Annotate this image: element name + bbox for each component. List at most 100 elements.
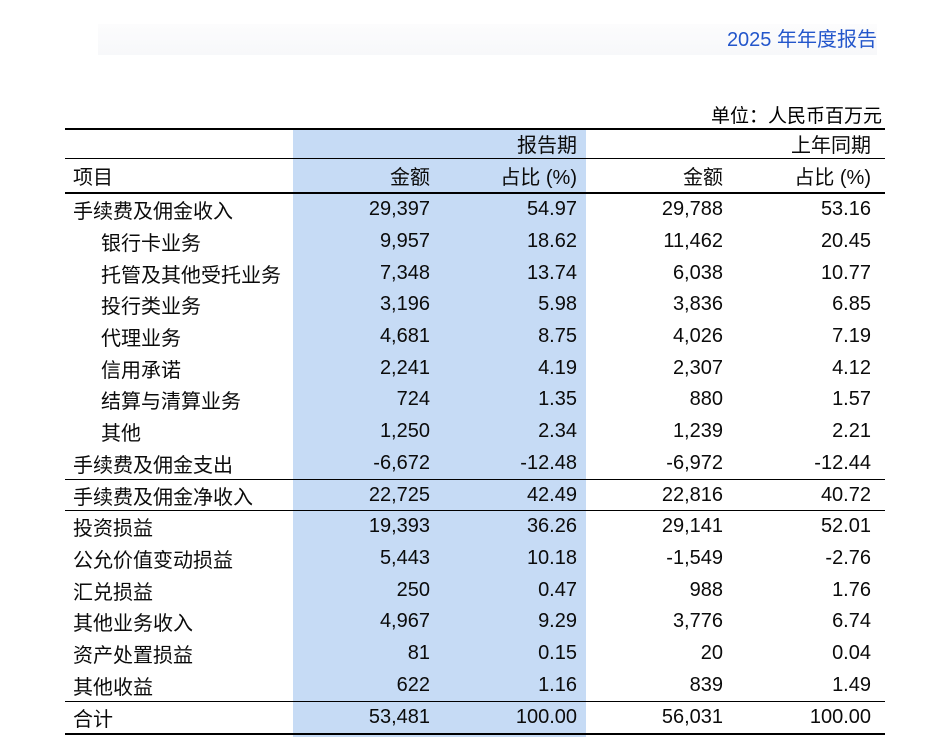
table-row: 结算与清算业务 724 1.35 880 1.57 bbox=[65, 384, 885, 416]
row-label: 其他业务收入 bbox=[73, 613, 193, 636]
current-pct-cell: 5.98 bbox=[538, 293, 577, 316]
col-header-item: 项目 bbox=[73, 166, 113, 189]
prior-pct-cell: 2.21 bbox=[832, 420, 871, 443]
current-amount-cell: 9,957 bbox=[379, 230, 430, 253]
current-pct-cell: 54.97 bbox=[526, 198, 577, 221]
row-label: 其他收益 bbox=[73, 676, 153, 699]
table-row: 投行类业务 3,196 5.98 3,836 6.85 bbox=[65, 289, 885, 321]
prior-pct-cell: 0.04 bbox=[832, 641, 871, 664]
table-row: 合计 53,481 100.00 56,031 100.00 bbox=[65, 701, 885, 733]
current-amount-cell: 19,393 bbox=[368, 515, 430, 538]
prior-pct-cell: 1.49 bbox=[832, 673, 871, 696]
table-row: 汇兑损益 250 0.47 988 1.76 bbox=[65, 574, 885, 606]
row-label: 投行类业务 bbox=[101, 296, 201, 319]
row-label: 手续费及佣金收入 bbox=[73, 201, 233, 224]
prior-pct-cell: 100.00 bbox=[809, 705, 871, 728]
current-amount-cell: 3,196 bbox=[379, 293, 430, 316]
current-amount-cell: 622 bbox=[396, 673, 430, 696]
current-amount-cell: 7,348 bbox=[379, 261, 430, 284]
prior-pct-cell: 6.85 bbox=[832, 293, 871, 316]
table-row: 其他收益 622 1.16 839 1.49 bbox=[65, 669, 885, 701]
current-pct-cell: 1.16 bbox=[538, 673, 577, 696]
row-label: 托管及其他受托业务 bbox=[101, 264, 281, 287]
col-header-amount-current: 金额 bbox=[390, 166, 430, 189]
prior-amount-cell: 6,038 bbox=[672, 261, 723, 284]
current-amount-cell: 2,241 bbox=[379, 356, 430, 379]
current-amount-cell: 250 bbox=[396, 578, 430, 601]
income-breakdown-table: 报告期 上年同期 项目 金额 占比 (%) 金额 占比 (%) 手续费及佣金收入… bbox=[65, 128, 885, 735]
row-label: 结算与清算业务 bbox=[101, 391, 241, 414]
current-pct-cell: 0.47 bbox=[538, 578, 577, 601]
prior-pct-cell: -2.76 bbox=[825, 546, 871, 569]
row-label: 投资损益 bbox=[73, 518, 153, 541]
prior-pct-cell: 52.01 bbox=[820, 515, 871, 538]
prior-amount-cell: -1,549 bbox=[666, 546, 723, 569]
current-pct-cell: -12.48 bbox=[520, 451, 577, 474]
table-row: 其他业务收入 4,967 9.29 3,776 6.74 bbox=[65, 606, 885, 638]
row-label: 手续费及佣金支出 bbox=[73, 454, 233, 477]
current-pct-cell: 100.00 bbox=[515, 705, 577, 728]
row-label: 银行卡业务 bbox=[101, 233, 201, 256]
table-body: 手续费及佣金收入 29,397 54.97 29,788 53.16 银行卡业务 9,957… bbox=[65, 194, 885, 733]
current-pct-cell: 13.74 bbox=[526, 261, 577, 284]
table-group-header-row: 报告期 上年同期 bbox=[65, 130, 885, 159]
table-row: 托管及其他受托业务 7,348 13.74 6,038 10.77 bbox=[65, 257, 885, 289]
prior-pct-cell: 40.72 bbox=[820, 483, 871, 506]
prior-period-header: 上年同期 bbox=[791, 135, 871, 158]
page-header-band bbox=[98, 24, 877, 55]
col-header-amount-prior: 金额 bbox=[683, 166, 723, 189]
current-amount-cell: 53,481 bbox=[368, 705, 430, 728]
prior-amount-cell: 29,141 bbox=[661, 515, 723, 538]
current-pct-cell: 2.34 bbox=[538, 420, 577, 443]
row-label: 信用承诺 bbox=[101, 359, 181, 382]
prior-amount-cell: 880 bbox=[689, 388, 723, 411]
table-row: 投资损益 19,393 36.26 29,141 52.01 bbox=[65, 511, 885, 543]
prior-amount-cell: 11,462 bbox=[663, 230, 723, 253]
prior-amount-cell: 839 bbox=[689, 673, 723, 696]
group-header-spacer bbox=[65, 130, 293, 158]
current-amount-cell: 4,681 bbox=[379, 325, 430, 348]
table-row: 资产处置损益 81 0.15 20 0.04 bbox=[65, 638, 885, 670]
current-amount-cell: 724 bbox=[396, 388, 430, 411]
current-pct-cell: 10.18 bbox=[526, 546, 577, 569]
prior-pct-cell: 7.19 bbox=[832, 325, 871, 348]
row-label: 资产处置损益 bbox=[73, 644, 193, 667]
prior-amount-cell: -6,972 bbox=[666, 451, 723, 474]
prior-amount-cell: 56,031 bbox=[661, 705, 723, 728]
table-row: 银行卡业务 9,957 18.62 11,462 20.45 bbox=[65, 226, 885, 258]
table-row: 其他 1,250 2.34 1,239 2.21 bbox=[65, 416, 885, 448]
prior-amount-cell: 4,026 bbox=[672, 325, 723, 348]
prior-amount-cell: 1,239 bbox=[672, 420, 723, 443]
prior-pct-cell: 10.77 bbox=[820, 261, 871, 284]
prior-amount-cell: 3,836 bbox=[672, 293, 723, 316]
current-period-highlight-band bbox=[293, 130, 586, 737]
report-title: 2025 年年度报告 bbox=[726, 29, 877, 51]
row-label: 手续费及佣金净收入 bbox=[73, 486, 253, 509]
prior-pct-cell: 20.45 bbox=[820, 230, 871, 253]
table-row: 公允价值变动损益 5,443 10.18 -1,549 -2.76 bbox=[65, 543, 885, 575]
table-row: 手续费及佣金净收入 22,725 42.49 22,816 40.72 bbox=[65, 479, 885, 511]
current-period-header: 报告期 bbox=[517, 135, 577, 158]
table-column-header-row: 项目 金额 占比 (%) 金额 占比 (%) bbox=[65, 159, 885, 194]
current-amount-cell: 81 bbox=[407, 641, 430, 664]
current-amount-cell: 22,725 bbox=[368, 483, 430, 506]
current-amount-cell: 4,967 bbox=[379, 610, 430, 633]
row-label: 合计 bbox=[73, 708, 113, 731]
current-pct-cell: 8.75 bbox=[538, 325, 577, 348]
prior-pct-cell: 4.12 bbox=[832, 356, 871, 379]
current-amount-cell: 29,397 bbox=[368, 198, 430, 221]
current-pct-cell: 4.19 bbox=[538, 356, 577, 379]
current-pct-cell: 42.49 bbox=[526, 483, 577, 506]
current-amount-cell: 1,250 bbox=[379, 420, 430, 443]
current-pct-cell: 9.29 bbox=[538, 610, 577, 633]
current-pct-cell: 36.26 bbox=[526, 515, 577, 538]
current-pct-cell: 18.62 bbox=[526, 230, 577, 253]
current-pct-cell: 0.15 bbox=[538, 641, 577, 664]
row-label: 代理业务 bbox=[101, 328, 181, 351]
prior-pct-cell: -12.44 bbox=[814, 451, 871, 474]
prior-amount-cell: 22,816 bbox=[661, 483, 723, 506]
unit-label: 单位：人民币百万元 bbox=[710, 106, 882, 127]
col-header-pct-prior: 占比 (%) bbox=[794, 166, 871, 189]
prior-pct-cell: 1.57 bbox=[832, 388, 871, 411]
